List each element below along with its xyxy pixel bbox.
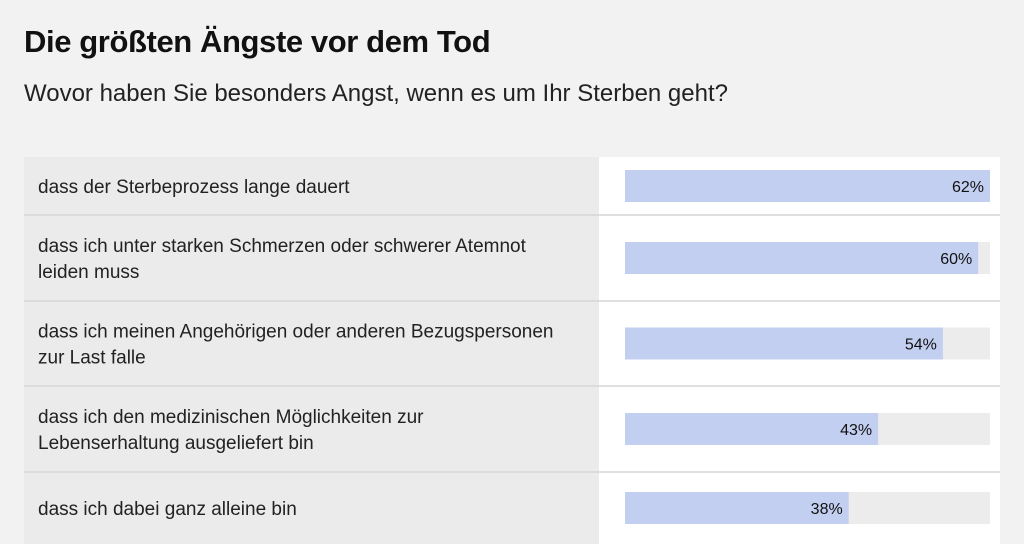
category-label-line: dass ich meinen Angehörigen oder anderen… (38, 322, 553, 343)
value-label: 60% (940, 251, 972, 268)
bar-chart: dass der Sterbeprozess lange dauert 62% da… (24, 157, 1000, 544)
value-label: 43% (840, 422, 872, 439)
category-label-line: dass ich unter starken Schmerzen oder sc… (38, 236, 527, 257)
category-label-line: dass ich den medizinischen Möglichkeiten… (38, 407, 424, 428)
value-label: 38% (811, 501, 843, 518)
category-label-line: leiden muss (38, 262, 139, 283)
bar (625, 327, 943, 360)
category-label-line: zur Last falle (38, 348, 146, 369)
category-label-line: dass der Sterbeprozess lange dauert (38, 177, 350, 198)
value-label: 62% (952, 179, 984, 196)
value-label: 54% (905, 337, 937, 354)
category-label: dass ich meinen Angehörigen oder anderen… (38, 322, 553, 369)
category-label-line: Lebenserhaltung ausgeliefert bin (38, 433, 314, 454)
category-label: dass ich den medizinischen Möglichkeiten… (38, 407, 424, 454)
bar (625, 492, 849, 524)
bar (625, 413, 879, 445)
bar (625, 170, 990, 202)
chart-subtitle: Wovor haben Sie besonders Angst, wenn es… (24, 80, 728, 107)
label-column-background (24, 157, 599, 544)
category-label: dass ich unter starken Schmerzen oder sc… (38, 236, 527, 283)
category-label-line: dass ich dabei ganz alleine bin (38, 499, 297, 520)
bar (625, 242, 979, 274)
chart-title: Die größten Ängste vor dem Tod (24, 24, 491, 59)
category-label: dass ich dabei ganz alleine bin (38, 499, 297, 520)
category-label: dass der Sterbeprozess lange dauert (38, 177, 350, 198)
